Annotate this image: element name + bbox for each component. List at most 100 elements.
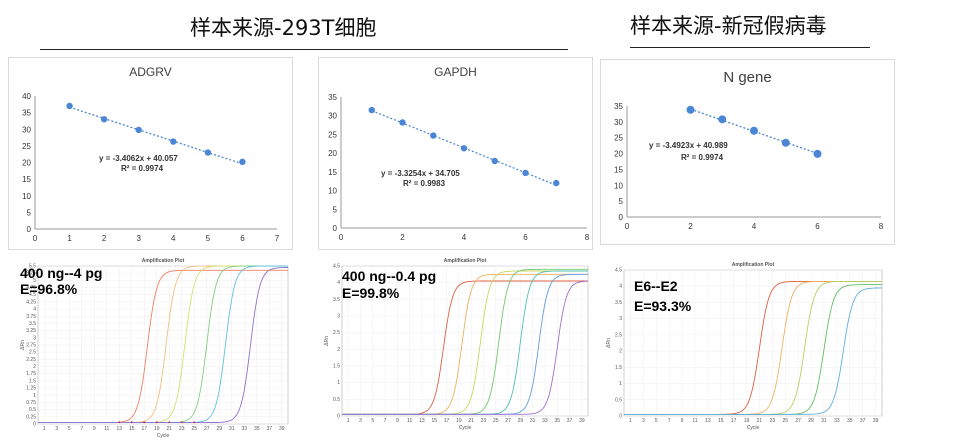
amp-x-tick: 27: [505, 418, 511, 424]
amp-efficiency-label: E=96.8%: [20, 281, 78, 297]
y-tick-label: 5: [619, 197, 624, 206]
x-tick-label: 7: [275, 234, 280, 243]
data-point: [718, 115, 727, 124]
y-tick-label: 35: [328, 93, 337, 102]
chart-adgrv: ADGRV 0 5 10 15 20 25 30 35 40 0 1 2 3 4 5 6 7 y = -3.4062…: [8, 57, 293, 250]
y-tick-label: 0: [27, 225, 32, 234]
amp-x-tick: 3: [642, 418, 645, 424]
chart-n-gene: N gene 0 5 10 15 20 25 30 35 0 2 4 6 8 y = -3.4923x + …: [600, 59, 895, 245]
amp-x-tick: 31: [821, 418, 827, 424]
amp-y-tick: 0.5: [615, 397, 622, 403]
amp-range-label: 400 ng--0.4 pg: [342, 268, 436, 284]
amp-x-tick: 19: [154, 426, 160, 432]
amp-y-tick: 4: [619, 284, 622, 290]
chart-title: GAPDH: [434, 65, 477, 79]
trend-equation: y = -3.3254x + 34.705: [381, 169, 460, 178]
amp-y-tick: 1.75: [26, 371, 36, 377]
amp-y-tick: 4.75: [26, 285, 36, 291]
amp-y-tick: 1.5: [29, 378, 36, 384]
y-tick-label: 25: [328, 130, 337, 139]
amp-y-tick: 2: [337, 347, 340, 353]
amp-x-tick: 33: [542, 418, 548, 424]
y-tick-label: 5: [333, 205, 338, 214]
amp-x-tick: 25: [191, 426, 197, 432]
amp-y-tick: 2.75: [26, 343, 36, 349]
data-point: [781, 138, 790, 147]
y-tick-label: 20: [328, 149, 337, 158]
amp-curve: [38, 267, 288, 424]
amp-svg: Amplification Plot00.250.50.7511.251.51.…: [20, 258, 289, 439]
data-point: [239, 158, 246, 166]
amp-x-tick: 33: [241, 426, 247, 432]
data-point: [430, 132, 437, 139]
amp-x-tick: 9: [681, 418, 684, 424]
amp-y-tick: 3: [619, 316, 622, 322]
x-tick-label: 6: [815, 222, 820, 231]
amp-x-tick: 17: [444, 418, 450, 424]
amp-x-tick: 7: [668, 418, 671, 424]
plot-area: [341, 265, 589, 417]
y-tick-label: 30: [22, 125, 31, 134]
x-tick-label: 2: [102, 234, 107, 243]
amp-curve: [342, 280, 588, 415]
y-tick-label: 15: [328, 168, 337, 177]
amp-x-tick: 7: [384, 418, 387, 424]
amp-plot-293t-a: Amplification Plot 0 0.25 0.5 0.75 1 1.25 1.5 1.…: [12, 256, 294, 442]
y-tick-label: 10: [328, 187, 337, 196]
amp-x-tick: 37: [266, 426, 272, 432]
y-tick-label: 5: [27, 208, 32, 217]
data-point: [491, 157, 498, 165]
y-tick-label: 0: [619, 213, 624, 222]
amp-y-tick: 0.75: [26, 400, 36, 406]
amp-x-tick: 39: [579, 418, 585, 424]
y-tick-label: 10: [614, 181, 623, 190]
chart-title: N gene: [723, 69, 771, 86]
y-tick-label: 40: [22, 92, 31, 101]
amp-y-tick: 0: [337, 414, 340, 420]
amp-x-tick: 27: [795, 418, 801, 424]
amp-x-tick: 5: [371, 418, 374, 424]
r-squared: R² = 0.9974: [121, 164, 164, 173]
baseline-marker: [193, 421, 196, 424]
amp-x-tick: 35: [847, 418, 853, 424]
amp-x-tick: 37: [567, 418, 573, 424]
x-tick-label: 5: [206, 234, 211, 243]
x-tick-label: 2: [688, 222, 693, 231]
amp-y-tick: 3.75: [26, 314, 36, 320]
amp-ylabel: ΔRn: [324, 336, 330, 346]
amp-x-tick: 39: [279, 426, 285, 432]
y-tick-label: 30: [328, 112, 337, 121]
y-tick-label: 25: [614, 134, 623, 143]
amp-x-tick: 13: [419, 418, 425, 424]
y-tick-label: 35: [22, 109, 31, 118]
x-tick-label: 4: [752, 222, 757, 231]
amp-y-tick: 2.5: [615, 332, 622, 338]
amp-y-tick: 4: [337, 280, 340, 286]
amp-x-tick: 33: [834, 418, 840, 424]
amp-efficiency-label: E=99.8%: [342, 285, 400, 301]
y-tick-label: 25: [22, 142, 31, 151]
amp-plot-pseudovirus: Amplification Plot 0 0.5 1 1.5 2 2.5 3 3.5 4 4.5 1 3…: [604, 260, 886, 442]
amp-x-tick: 21: [166, 426, 172, 432]
x-tick-label: 0: [625, 222, 630, 231]
x-tick-label: 3: [136, 234, 141, 243]
data-point: [100, 116, 108, 123]
amp-y-tick: 4.5: [333, 264, 340, 270]
amp-x-tick: 21: [468, 418, 474, 424]
amp-y-tick: 3.5: [29, 321, 36, 327]
amp-y-tick: 3.25: [26, 328, 36, 334]
amp-y-tick: 4.5: [615, 268, 622, 274]
amp-x-tick: 3: [359, 418, 362, 424]
x-tick-label: 0: [33, 234, 38, 243]
amp-y-tick: 1: [33, 393, 36, 399]
amp-x-tick: 29: [518, 418, 524, 424]
amp-y-tick: 4.25: [26, 299, 36, 305]
amp-ylabel: ΔRn: [20, 340, 26, 350]
chart-svg: ADGRV 0 5 10 15 20 25 30 35 40 0 1 2 3 4 5 6 7 y = -3.4062…: [22, 65, 280, 243]
amp-plot-293t-b: Amplification Plot 0 0.5 1 1.5 2 2.5 3 3.5 4 4.5 1 3…: [322, 256, 592, 442]
data-point: [399, 119, 406, 126]
amp-ylabel: ΔRn: [606, 338, 612, 348]
amp-xlabel: Cycle: [459, 425, 472, 431]
